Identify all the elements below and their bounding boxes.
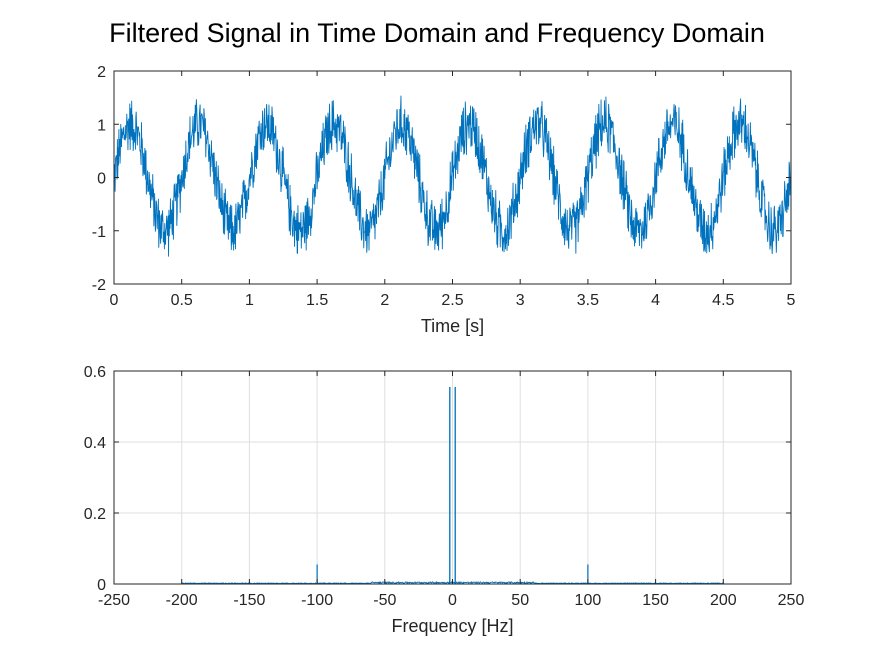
x-tick-label: 0.5 xyxy=(171,292,193,309)
x-tick-label: 4.5 xyxy=(712,292,734,309)
plot-area xyxy=(114,71,791,284)
x-tick-label: 150 xyxy=(642,592,669,609)
x-tick-label: 5 xyxy=(787,292,796,309)
x-axis-title: Frequency [Hz] xyxy=(391,616,513,636)
figure-title: Filtered Signal in Time Domain and Frequ… xyxy=(109,18,765,48)
x-tick-label: -150 xyxy=(233,592,265,609)
x-tick-label: 100 xyxy=(575,592,602,609)
x-tick-label: 2 xyxy=(380,292,389,309)
time-domain-axes: 0 0.5 1 1.5 2 2.5 3 3.5 4 4.5 5 -2 -1 0 1 2 Time [s] xyxy=(92,64,796,336)
x-tick-label: 250 xyxy=(778,592,805,609)
x-tick-label: 3.5 xyxy=(577,292,599,309)
frequency-domain-axes: -250 -200 -150 -100 -50 0 50 100 150 200 250 0 0.2 0.… xyxy=(84,364,805,636)
y-tick-label: 0 xyxy=(97,577,106,594)
x-tick-label: 1.5 xyxy=(306,292,328,309)
y-tick-label: 0 xyxy=(97,171,106,188)
x-tick-label: 0 xyxy=(448,592,457,609)
x-tick-label: 2.5 xyxy=(441,292,463,309)
y-tick-label: 0.6 xyxy=(84,364,106,381)
x-tick-label: 4 xyxy=(651,292,660,309)
x-tick-label: 0 xyxy=(110,292,119,309)
x-tick-label: 200 xyxy=(710,592,737,609)
y-tick-label: 1 xyxy=(97,117,106,134)
y-tick-label: -2 xyxy=(92,277,106,294)
y-tick-label: 0.4 xyxy=(84,435,106,452)
x-tick-label: 50 xyxy=(511,592,529,609)
x-tick-label: -100 xyxy=(301,592,333,609)
time-signal-line xyxy=(113,95,792,257)
x-tick-label: 3 xyxy=(516,292,525,309)
y-tick-label: 0.2 xyxy=(84,506,106,523)
x-tick-label: -250 xyxy=(98,592,130,609)
y-tick-label: 2 xyxy=(97,64,106,81)
y-tick-label: -1 xyxy=(92,224,106,241)
x-tick-label: -200 xyxy=(166,592,198,609)
x-tick-label: 1 xyxy=(245,292,254,309)
x-tick-label: -50 xyxy=(373,592,396,609)
x-axis-title: Time [s] xyxy=(421,316,484,336)
